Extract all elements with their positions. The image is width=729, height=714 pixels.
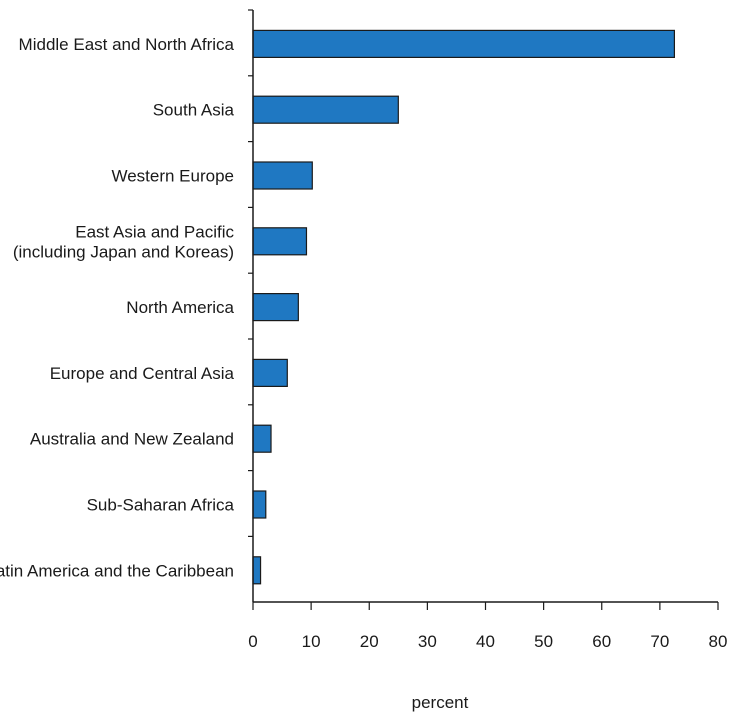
- bar: [252, 95, 399, 124]
- x-tick-label: 0: [248, 632, 257, 651]
- x-tick-label: 10: [302, 632, 321, 651]
- x-tick-label: 80: [709, 632, 728, 651]
- bars-group: [252, 29, 676, 585]
- x-axis-title: percent: [412, 693, 469, 712]
- bar: [252, 293, 299, 322]
- x-tick-label: 30: [418, 632, 437, 651]
- bar: [252, 161, 313, 190]
- category-label: Western Europe: [111, 167, 234, 186]
- bar: [252, 556, 262, 585]
- x-tick-label: 60: [592, 632, 611, 651]
- bar: [252, 358, 288, 387]
- x-tick-label: 50: [534, 632, 553, 651]
- x-tick-label: 40: [476, 632, 495, 651]
- category-label: North America: [126, 298, 234, 317]
- y-axis-ticks: [248, 9, 253, 538]
- category-label: East Asia and Pacific (including Japan an…: [13, 222, 235, 261]
- category-label: Australia and New Zealand: [30, 430, 234, 449]
- category-label: Europe and Central Asia: [50, 364, 235, 383]
- category-label: Middle East and North Africa: [19, 35, 235, 54]
- category-label: South Asia: [153, 101, 235, 120]
- x-axis-ticks: 0 10 20 30 40 50 60 70 80: [248, 602, 727, 651]
- category-label: Sub-Saharan Africa: [87, 496, 235, 515]
- bar: [252, 29, 676, 58]
- x-tick-label: 20: [360, 632, 379, 651]
- x-tick-label: 70: [650, 632, 669, 651]
- category-labels: Middle East and North Africa South Asia We…: [0, 35, 235, 580]
- bar: [252, 424, 272, 453]
- bar: [252, 227, 308, 256]
- bar: [252, 490, 267, 519]
- category-label: Latin America and the Caribbean: [0, 561, 234, 580]
